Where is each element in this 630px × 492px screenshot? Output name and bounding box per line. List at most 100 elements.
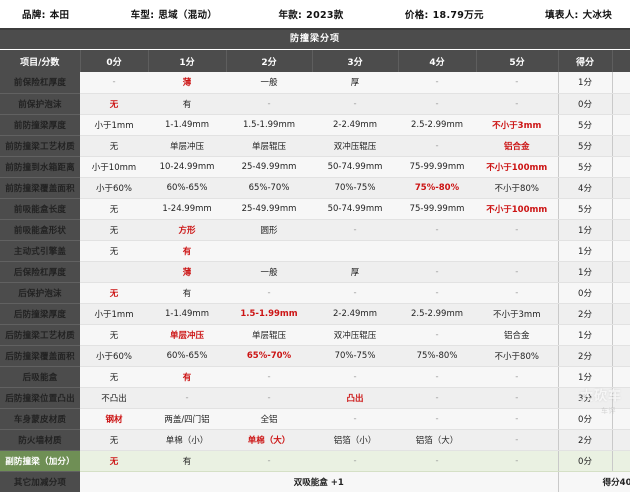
row-measured-value: 3.14mm xyxy=(611,114,630,136)
row-option-cell: 65%-70% xyxy=(226,177,312,199)
row-item-label: 主动式引擎盖 xyxy=(0,240,80,262)
row-item-label: 后保护泡沫 xyxy=(0,282,80,304)
row-option-cell: 铝合金 xyxy=(476,324,558,346)
meta-brand-label: 品牌: xyxy=(22,10,46,21)
col-header-item: 项目/分数 xyxy=(0,50,81,72)
row-option-cell: - xyxy=(398,366,476,388)
meta-model: 车型: 思域（混动） xyxy=(131,7,218,21)
row-option-cell: - xyxy=(398,219,476,241)
row-option-cell: 有 xyxy=(148,366,226,388)
footer-total-score: 得分40分，满分61分 xyxy=(557,471,630,492)
col-header-score1: 1分 xyxy=(148,50,227,72)
row-option-cell: - xyxy=(226,366,312,388)
row-measured-value xyxy=(611,240,630,262)
row-option-cell: - xyxy=(476,93,558,115)
row-earned-score: 5分 xyxy=(557,114,612,136)
row-earned-score: 0分 xyxy=(557,408,612,430)
row-option-cell: 小于10mm xyxy=(80,156,148,178)
row-option-cell: 不小于3mm xyxy=(476,303,558,325)
row-earned-score: 1分 xyxy=(557,72,612,94)
row-option-cell: - xyxy=(398,93,476,115)
meta-year: 年款: 2023款 xyxy=(278,7,343,21)
row-option-cell: 铝箔（大） xyxy=(398,429,476,451)
meta-model-label: 车型: xyxy=(130,10,155,21)
row-option-cell: 50-74.99mm xyxy=(312,156,398,178)
col-header-score5: 5分 xyxy=(476,50,559,72)
row-option-cell: 无 xyxy=(80,198,148,220)
table-row: 后保护泡沫无有 - - - -0分 xyxy=(0,282,630,304)
row-option-cell: 小于1mm xyxy=(80,114,148,136)
row-item-label: 前防撞梁覆盖面积 xyxy=(0,177,80,199)
row-option-cell: 无 xyxy=(80,93,148,115)
row-item-label: 车身蒙皮材质 xyxy=(0,408,80,430)
row-option-cell: 无 xyxy=(80,240,148,262)
table-row: 前防撞梁厚度 小于1mm 1-1.49mm 1.5-1.99mm 2-2.49mm 2.5… xyxy=(0,114,630,136)
row-option-cell: 厚 xyxy=(312,72,398,94)
row-option-cell: 不小于80% xyxy=(476,345,558,367)
row-option-cell: - xyxy=(312,366,398,388)
row-option-cell: 60%-65% xyxy=(148,345,226,367)
table-row: 后保险杠厚度薄一般厚 - -1分 xyxy=(0,261,630,283)
row-option-cell: 圆形 xyxy=(226,219,312,241)
table-row: 前防撞梁工艺材质无单层冲压 单层辊压 双冲压辊压 - 铝合金 5分 xyxy=(0,135,630,157)
row-option-cell: - xyxy=(312,93,398,115)
row-item-label: 副防撞梁（加分） xyxy=(0,450,80,472)
row-option-cell: 无 xyxy=(80,324,148,346)
row-option-cell: - xyxy=(476,282,558,304)
row-earned-score: 1分 xyxy=(557,240,612,262)
row-option-cell: - xyxy=(398,450,476,472)
meta-year-value: 2023款 xyxy=(306,10,344,21)
col-header-measured: 实际测量数据 xyxy=(611,50,630,72)
row-option-cell: 10-24.99mm xyxy=(148,156,226,178)
row-option-cell: 有 xyxy=(148,450,226,472)
meta-author-value: 大冰块 xyxy=(582,10,612,21)
row-measured-value xyxy=(611,324,630,346)
row-measured-value: 155.4mm xyxy=(611,198,630,220)
row-option-cell: 不小于100mm xyxy=(476,198,558,220)
row-option-cell: 2-2.49mm xyxy=(312,303,398,325)
row-option-cell: - xyxy=(312,282,398,304)
row-option-cell: 25-49.99mm xyxy=(226,156,312,178)
row-option-cell xyxy=(476,240,558,262)
row-option-cell: - xyxy=(476,408,558,430)
table-row: 前吸能盒形状无方形 圆形 - - -1分 xyxy=(0,219,630,241)
table-row: 主动式引擎盖无有 1分 xyxy=(0,240,630,262)
row-measured-value xyxy=(611,72,630,94)
table-row: 后防撞梁位置凸出 不凸出 - - 凸出 - -3分 xyxy=(0,387,630,409)
row-measured-value xyxy=(611,387,630,409)
row-option-cell: 小于60% xyxy=(80,177,148,199)
row-option-cell: 70%-75% xyxy=(312,177,398,199)
row-option-cell: 无 xyxy=(80,219,148,241)
row-option-cell: - xyxy=(148,387,226,409)
row-option-cell: 75-99.99mm xyxy=(398,198,476,220)
row-option-cell: - xyxy=(226,450,312,472)
row-item-label: 前防撞到水箱距离 xyxy=(0,156,80,178)
row-item-label: 前保险杠厚度 xyxy=(0,72,80,94)
row-option-cell: - xyxy=(398,135,476,157)
row-item-label: 前保护泡沫 xyxy=(0,93,80,115)
row-option-cell: - xyxy=(476,219,558,241)
col-header-score0: 0分 xyxy=(80,50,149,72)
vehicle-meta-bar: 品牌: 本田 车型: 思域（混动） 年款: 2023款 价格: 18.79万元 填表人:… xyxy=(0,0,630,30)
table-row: 后防撞梁厚度 小于1mm 1-1.49mm 1.5-1.99mm 2-2.49mm 2.5… xyxy=(0,303,630,325)
row-earned-score: 2分 xyxy=(557,345,612,367)
row-option-cell: 有 xyxy=(148,93,226,115)
row-earned-score: 1分 xyxy=(557,219,612,241)
row-option-cell: 1-24.99mm xyxy=(148,198,226,220)
row-option-cell: 无 xyxy=(80,429,148,451)
row-item-label: 后吸能盒 xyxy=(0,366,80,388)
row-option-cell: - xyxy=(398,261,476,283)
row-measured-value: 109.7mm xyxy=(611,156,630,178)
row-measured-value xyxy=(611,135,630,157)
row-option-cell: 1.5-1.99mm xyxy=(226,114,312,136)
row-option-cell: 单棉（大） xyxy=(226,429,312,451)
row-option-cell: 钢材 xyxy=(80,408,148,430)
row-earned-score: 1分 xyxy=(557,261,612,283)
row-option-cell xyxy=(80,261,148,283)
row-option-cell: 单层冲压 xyxy=(148,324,226,346)
row-option-cell: - xyxy=(476,429,558,451)
row-measured-value: 77.71% xyxy=(611,177,630,199)
row-option-cell: 凸出 xyxy=(312,387,398,409)
row-earned-score: 5分 xyxy=(557,156,612,178)
table-row: 前保险杠厚度 - 薄一般厚 - -1分 xyxy=(0,72,630,94)
